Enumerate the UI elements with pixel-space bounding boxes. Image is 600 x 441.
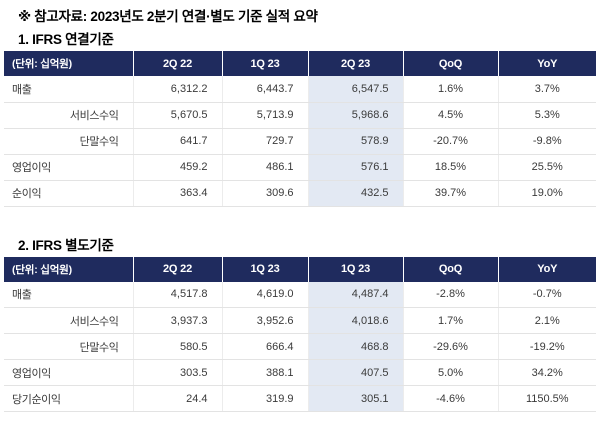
cell-value: 2.1%: [498, 307, 596, 334]
table-row: 순이익 363.4 309.6 432.5 39.7% 19.0%: [4, 180, 596, 207]
cell-value: -4.6%: [403, 385, 499, 412]
unit-label: (단위: 십억원): [4, 51, 134, 76]
cell-value: 3,952.6: [222, 307, 309, 334]
cell-value: 5.0%: [403, 359, 499, 386]
cell-value: 576.1: [308, 154, 404, 181]
cell-value: -9.8%: [498, 128, 596, 155]
cell-value: 4,517.8: [133, 281, 223, 308]
cell-value: 1.7%: [403, 307, 499, 334]
cell-value: 309.6: [222, 180, 309, 207]
row-label: 매출: [4, 281, 134, 308]
cell-value: 25.5%: [498, 154, 596, 181]
cell-value: 666.4: [222, 333, 309, 360]
table-row: 매출 4,517.8 4,619.0 4,487.4 -2.8% -0.7%: [4, 281, 596, 308]
cell-value: 580.5: [133, 333, 223, 360]
row-label: 매출: [4, 76, 134, 103]
cell-value: -2.8%: [403, 281, 499, 308]
tables-container: 1. IFRS 연결기준 (단위: 십억원) 2Q 22 1Q 23 2Q 23 Qo…: [4, 28, 596, 412]
cell-value: 6,443.7: [222, 76, 309, 103]
cell-value: 641.7: [133, 128, 223, 155]
cell-value: -19.2%: [498, 333, 596, 360]
cell-value: 3.7%: [498, 76, 596, 103]
row-label: 단말수익: [4, 128, 134, 155]
column-header: 1Q 23: [308, 256, 404, 282]
financial-table: (단위: 십억원) 2Q 22 1Q 23 1Q 23 QoQ YoY 매출 4,517.…: [4, 256, 596, 412]
section-title: 2. IFRS 별도기준: [18, 237, 114, 253]
cell-value: 4,018.6: [308, 307, 404, 334]
page: ※ 참고자료: 2023년도 2분기 연결·별도 기준 실적 요약 1. IFR…: [4, 9, 596, 412]
cell-value: -29.6%: [403, 333, 499, 360]
row-label: 영업이익: [4, 154, 134, 181]
column-header: 2Q 23: [308, 51, 404, 76]
cell-value: 4,487.4: [308, 281, 404, 308]
column-header: 2Q 22: [133, 256, 223, 282]
row-label: 서비스수익: [4, 102, 134, 129]
cell-value: 486.1: [222, 154, 309, 181]
section-title: 1. IFRS 연결기준: [18, 32, 114, 47]
cell-value: 19.0%: [498, 180, 596, 207]
header-row: (단위: 십억원) 2Q 22 1Q 23 2Q 23 QoQ YoY: [4, 51, 596, 76]
cell-value: 468.8: [308, 333, 404, 360]
cell-value: -20.7%: [403, 128, 499, 155]
cell-value: 3,937.3: [133, 307, 223, 334]
cell-value: 729.7: [222, 128, 309, 155]
cell-value: 303.5: [133, 359, 223, 386]
column-header: QoQ: [403, 51, 499, 76]
table-row: 서비스수익 5,670.5 5,713.9 5,968.6 4.5% 5.3%: [4, 102, 596, 129]
cell-value: 6,312.2: [133, 76, 223, 103]
cell-value: 4.5%: [403, 102, 499, 129]
cell-value: 388.1: [222, 359, 309, 386]
cell-value: 319.9: [222, 385, 309, 412]
table-row: 영업이익 459.2 486.1 576.1 18.5% 25.5%: [4, 154, 596, 181]
row-label: 서비스수익: [4, 307, 134, 334]
cell-value: 1.6%: [403, 76, 499, 103]
cell-value: 1150.5%: [498, 385, 596, 412]
cell-value: 407.5: [308, 359, 404, 386]
table-row: 서비스수익 3,937.3 3,952.6 4,018.6 1.7% 2.1%: [4, 307, 596, 334]
cell-value: 39.7%: [403, 180, 499, 207]
table-row: 매출 6,312.2 6,443.7 6,547.5 1.6% 3.7%: [4, 76, 596, 103]
row-label: 순이익: [4, 180, 134, 207]
column-header: YoY: [498, 256, 596, 282]
cell-value: 459.2: [133, 154, 223, 181]
financial-table: (단위: 십억원) 2Q 22 1Q 23 2Q 23 QoQ YoY 매출 6,312.…: [4, 51, 596, 207]
cell-value: 5,670.5: [133, 102, 223, 129]
column-header: YoY: [498, 51, 596, 76]
row-label: 영업이익: [4, 359, 134, 386]
cell-value: 18.5%: [403, 154, 499, 181]
cell-value: 5.3%: [498, 102, 596, 129]
header-row: (단위: 십억원) 2Q 22 1Q 23 1Q 23 QoQ YoY: [4, 256, 596, 282]
cell-value: 5,713.9: [222, 102, 309, 129]
unit-label: (단위: 십억원): [4, 256, 134, 282]
cell-value: 578.9: [308, 128, 404, 155]
cell-value: -0.7%: [498, 281, 596, 308]
column-header: 1Q 23: [222, 256, 309, 282]
column-header: 2Q 22: [133, 51, 223, 76]
cell-value: 5,968.6: [308, 102, 404, 129]
table-row: 당기순이익 24.4 319.9 305.1 -4.6% 1150.5%: [4, 385, 596, 412]
table-row: 영업이익 303.5 388.1 407.5 5.0% 34.2%: [4, 359, 596, 386]
cell-value: 24.4: [133, 385, 223, 412]
column-header: 1Q 23: [222, 51, 309, 76]
table-section: 2. IFRS 별도기준 (단위: 십억원) 2Q 22 1Q 23 1Q 23 Qo…: [4, 234, 596, 412]
cell-value: 4,619.0: [222, 281, 309, 308]
page-title: ※ 참고자료: 2023년도 2분기 연결·별도 기준 실적 요약: [18, 9, 318, 24]
cell-value: 34.2%: [498, 359, 596, 386]
cell-value: 6,547.5: [308, 76, 404, 103]
table-row: 단말수익 641.7 729.7 578.9 -20.7% -9.8%: [4, 128, 596, 155]
table-section: 1. IFRS 연결기준 (단위: 십억원) 2Q 22 1Q 23 2Q 23 Qo…: [4, 28, 596, 207]
row-label: 단말수익: [4, 333, 134, 360]
column-header: QoQ: [403, 256, 499, 282]
cell-value: 432.5: [308, 180, 404, 207]
row-label: 당기순이익: [4, 385, 134, 412]
cell-value: 363.4: [133, 180, 223, 207]
table-row: 단말수익 580.5 666.4 468.8 -29.6% -19.2%: [4, 333, 596, 360]
cell-value: 305.1: [308, 385, 404, 412]
